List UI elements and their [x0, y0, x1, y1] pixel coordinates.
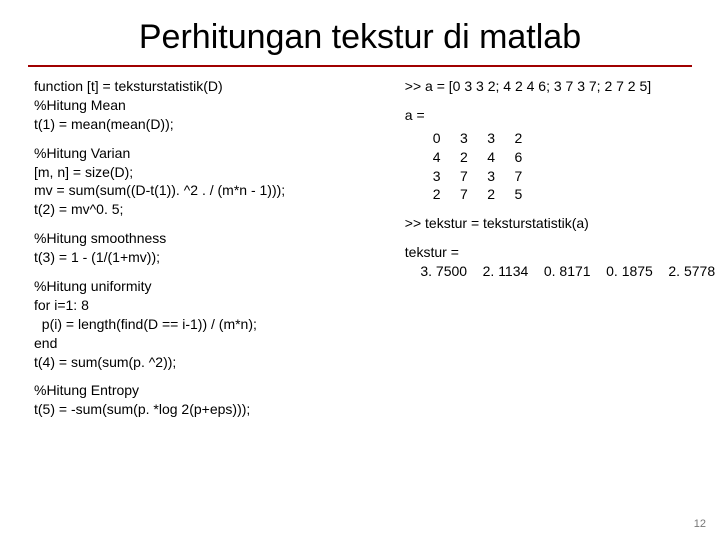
right-column: >> a = [0 3 3 2; 4 2 4 6; 3 7 3 7; 2 7 2… [395, 77, 715, 419]
tekstur-output: 3. 7500 2. 1134 0. 8171 0. 1875 2. 5778 [405, 262, 715, 281]
tekstur-call: >> tekstur = teksturstatistik(a) [405, 214, 715, 233]
code-block-varian: %Hitung Varian [m, n] = size(D); mv = su… [34, 144, 395, 220]
page-number: 12 [694, 518, 706, 530]
code-block-entropy: %Hitung Entropy t(5) = -sum(sum(p. *log … [34, 381, 395, 419]
matrix-output: 0 3 3 2 4 2 4 6 3 7 3 7 2 7 2 5 [405, 129, 715, 205]
matlab-input: >> a = [0 3 3 2; 4 2 4 6; 3 7 3 7; 2 7 2… [405, 77, 715, 96]
code-block-uniformity: %Hitung uniformity for i=1: 8 p(i) = len… [34, 277, 395, 371]
a-equals-label: a = [405, 106, 715, 125]
content-area: function [t] = teksturstatistik(D) %Hitu… [0, 77, 720, 419]
code-block-smoothness: %Hitung smoothness t(3) = 1 - (1/(1+mv))… [34, 229, 395, 267]
code-block-mean: function [t] = teksturstatistik(D) %Hitu… [34, 77, 395, 134]
slide-title: Perhitungan tekstur di matlab [28, 0, 692, 67]
tekstur-equals-label: tekstur = [405, 243, 715, 262]
left-column: function [t] = teksturstatistik(D) %Hitu… [34, 77, 395, 419]
